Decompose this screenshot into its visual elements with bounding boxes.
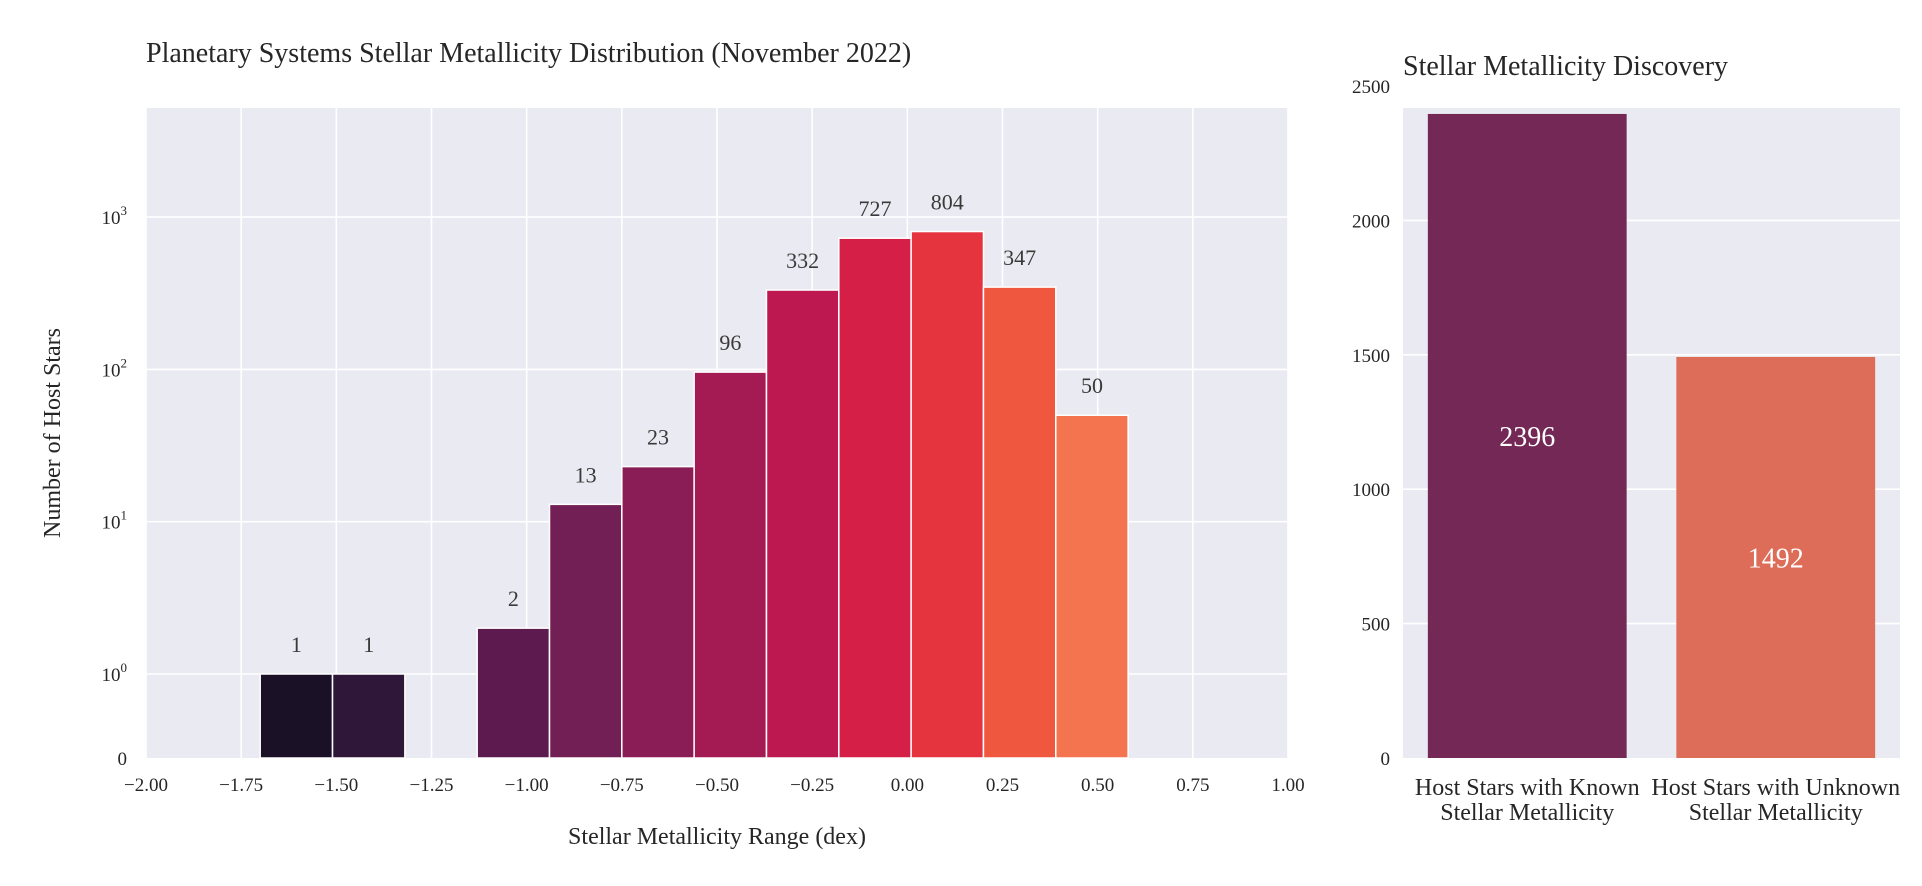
hist-y-tick-label: 100 [102, 660, 128, 686]
hist-bar [765, 289, 840, 759]
hist-y-tick-base: 10 [102, 665, 121, 686]
hist-x-tick-label: 0.25 [986, 775, 1019, 796]
hist-bar-value-label: 804 [931, 190, 964, 215]
hist-bar-value-label: 332 [786, 248, 819, 273]
discovery-category-label-line1: Host Stars with Known [1415, 775, 1640, 801]
hist-bar [910, 230, 985, 759]
hist-y-tick-label: 101 [102, 508, 128, 534]
hist-bar [838, 237, 912, 759]
hist-bar [1055, 414, 1129, 759]
hist-bar-value-label: 23 [647, 425, 669, 450]
hist-bar-value-label: 347 [1003, 245, 1036, 270]
hist-y-tick-base: 10 [102, 513, 121, 534]
hist-x-tick-label: 0.50 [1081, 775, 1114, 796]
hist-y-tick-label: 102 [102, 355, 128, 381]
hist-bar [331, 673, 406, 759]
discovery-y-tick-label: 0 [1381, 749, 1391, 770]
hist-y-tick-exponent: 0 [121, 660, 128, 675]
discovery-category-label-line2: Stellar Metallicity [1440, 800, 1614, 826]
hist-x-tick-label: −0.75 [600, 775, 644, 796]
discovery-bar [1427, 113, 1627, 758]
hist-bar-value-label: 13 [575, 462, 597, 487]
hist-x-tick-label: 1.00 [1271, 775, 1304, 796]
hist-bar [621, 465, 695, 759]
discovery-bar-value-label: 1492 [1748, 543, 1804, 574]
hist-bar [693, 371, 768, 759]
hist-x-tick-label: −2.00 [124, 775, 168, 796]
hist-x-tick-label: −0.25 [790, 775, 834, 796]
hist-x-tick-label: −1.75 [219, 775, 263, 796]
hist-x-tick-label: −1.25 [410, 775, 454, 796]
hist-bar [476, 627, 551, 759]
discovery-y-tick-label: 2000 [1352, 211, 1390, 232]
discovery-category-label-line2: Stellar Metallicity [1689, 800, 1863, 826]
discovery-category-label-line1: Host Stars with Unknown [1651, 775, 1900, 801]
hist-bar-value-label: 2 [508, 586, 519, 611]
discovery-y-tick-label: 500 [1362, 615, 1391, 636]
hist-bar [982, 286, 1057, 759]
hist-bar-value-label: 1 [291, 632, 302, 657]
hist-y-axis-label: Number of Host Stars [40, 328, 66, 538]
discovery-y-tick-label: 1500 [1352, 346, 1390, 367]
hist-bar-value-label: 96 [719, 330, 741, 355]
hist-bar-value-label: 50 [1081, 373, 1103, 398]
hist-bar-value-label: 727 [858, 196, 891, 221]
discovery-chart-title: Stellar Metallicity Discovery [1403, 51, 1728, 82]
discovery-y-tick-label: 2500 [1352, 77, 1390, 98]
discovery-y-tick-label: 1000 [1352, 480, 1390, 501]
hist-bar [548, 503, 623, 759]
hist-x-tick-label: −0.50 [695, 775, 739, 796]
discovery-bar [1676, 356, 1876, 758]
hist-y-tick-label: 103 [102, 203, 128, 229]
discovery-bar-value-label: 2396 [1499, 422, 1555, 453]
hist-bar-value-label: 1 [363, 632, 374, 657]
hist-x-axis-label: Stellar Metallicity Range (dex) [568, 824, 866, 850]
hist-bar [259, 673, 334, 759]
hist-x-tick-label: 0.00 [891, 775, 924, 796]
hist-y-tick-base: 10 [102, 360, 121, 381]
hist-x-tick-label: −1.00 [505, 775, 549, 796]
hist-x-tick-label: −1.50 [314, 775, 358, 796]
hist-x-tick-label: 0.75 [1176, 775, 1209, 796]
hist-chart-title: Planetary Systems Stellar Metallicity Di… [146, 38, 911, 69]
hist-y-tick-exponent: 3 [121, 203, 128, 218]
hist-y-tick-label: 0 [118, 749, 128, 770]
hist-y-tick-exponent: 2 [121, 355, 128, 370]
hist-y-tick-exponent: 1 [121, 508, 128, 523]
hist-y-tick-base: 10 [102, 208, 121, 229]
